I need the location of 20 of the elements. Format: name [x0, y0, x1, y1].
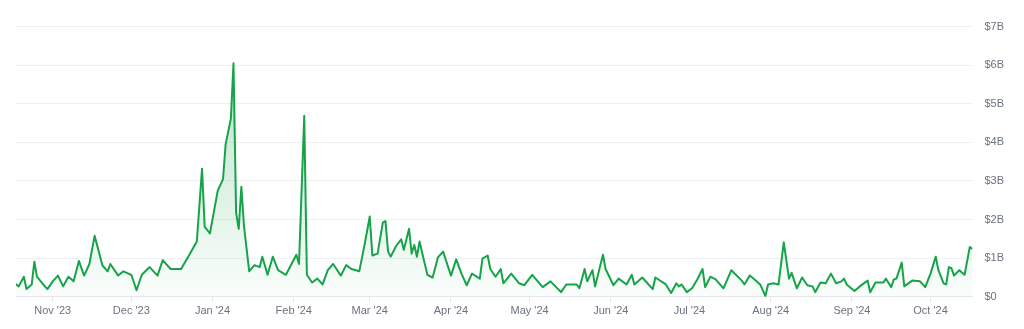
y-tick-label: $3B: [984, 174, 1005, 187]
x-tick-label: May '24: [510, 304, 549, 317]
x-tick-label: Aug '24: [752, 304, 790, 317]
x-tick-label: Apr '24: [433, 304, 469, 317]
y-tick-label: $2B: [984, 212, 1005, 225]
x-tick-label: Jul '24: [673, 304, 706, 317]
y-tick-label: $5B: [984, 96, 1005, 109]
x-tick-label: Jan '24: [194, 304, 231, 317]
x-tick-label: Sep '24: [833, 304, 871, 317]
x-tick-label: Dec '23: [112, 304, 150, 317]
y-tick-label: $1B: [984, 251, 1005, 264]
y-tick-label: $0: [984, 289, 997, 302]
y-tick-label: $6B: [984, 58, 1005, 71]
x-tick-label: Nov '23: [34, 304, 72, 317]
x-tick-label: Mar '24: [351, 304, 388, 317]
y-tick-label: $4B: [984, 135, 1005, 148]
y-tick-label: $7B: [984, 19, 1005, 32]
x-tick-label: Oct '24: [913, 304, 948, 317]
x-tick-label: Jun '24: [593, 304, 629, 317]
x-tick-label: Feb '24: [275, 304, 312, 317]
